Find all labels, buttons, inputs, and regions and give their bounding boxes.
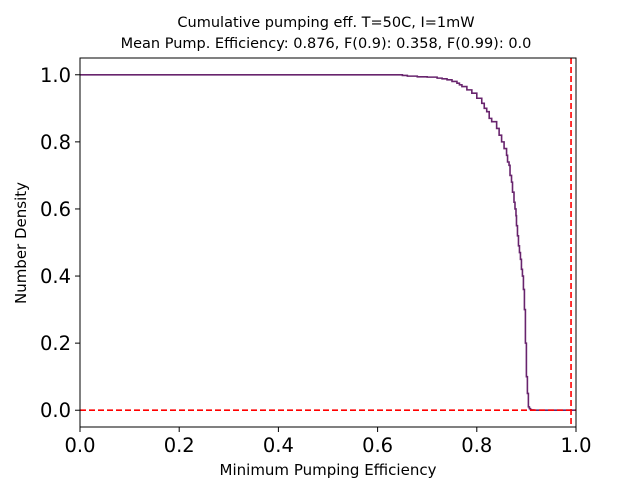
plot-content: [80, 58, 576, 427]
x-tick-label: 0.0: [64, 434, 95, 457]
x-tick-label: 0.8: [461, 434, 492, 457]
x-tick-label: 1.0: [560, 434, 591, 457]
y-tick-label: 0.4: [40, 265, 71, 288]
chart-subtitle: Mean Pump. Efficiency: 0.876, F(0.9): 0.…: [121, 36, 532, 52]
x-axis: 0.0 0.2 0.4 0.6 0.8 1.0: [64, 427, 592, 457]
y-tick-label: 1.0: [40, 64, 71, 87]
series-line-0: [80, 73, 576, 412]
plot-area: [79, 57, 577, 428]
axes-frame: [79, 57, 577, 428]
x-tick-label: 0.4: [263, 434, 294, 457]
y-tick-label: 0.2: [40, 332, 71, 355]
y-axis-label: Number Density: [12, 182, 30, 304]
x-axis-label: Minimum Pumping Efficiency: [220, 461, 437, 479]
y-tick-label: 0.6: [40, 198, 71, 221]
y-axis: 0.0 0.2 0.4 0.6 0.8 1.0: [40, 64, 80, 422]
x-tick-label: 0.6: [362, 434, 393, 457]
y-tick-label: 0.0: [40, 399, 71, 422]
chart-title: Cumulative pumping eff. T=50C, I=1mW: [177, 15, 474, 31]
y-tick-label: 0.8: [40, 131, 71, 154]
x-tick-label: 0.2: [164, 434, 195, 457]
